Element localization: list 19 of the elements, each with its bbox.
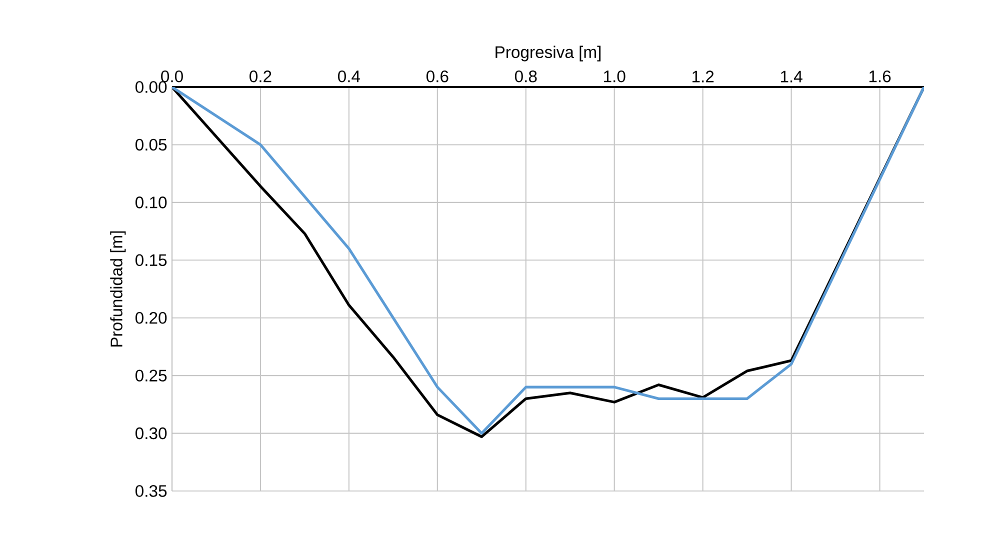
- x-tick-label: 0.0: [161, 70, 183, 82]
- y-tick-label: 0.10: [136, 196, 167, 208]
- y-tick-label: 0.05: [136, 138, 167, 151]
- y-tick-label: 0.25: [136, 370, 167, 382]
- y-tick-label: 0.00: [136, 81, 167, 93]
- x-axis-title: Progresiva [m]: [496, 46, 601, 62]
- y-tick-label: 0.35: [136, 485, 167, 497]
- x-tick-label: 0.4: [338, 70, 360, 82]
- x-tick-label: 0.6: [426, 70, 448, 82]
- y-tick-label: 0.20: [136, 312, 167, 324]
- x-tick-label: 1.0: [604, 70, 626, 82]
- x-tick-label: 1.2: [692, 70, 714, 82]
- y-axis-title: Profundidad [m]: [110, 231, 126, 346]
- x-tick-label: 0.2: [250, 70, 272, 82]
- y-tick-label: 0.30: [136, 427, 167, 440]
- x-tick-label: 1.6: [869, 70, 891, 82]
- x-tick-label: 0.8: [514, 70, 537, 82]
- x-tick-label: 1.4: [780, 70, 802, 82]
- y-tick-label: 0.15: [136, 254, 167, 266]
